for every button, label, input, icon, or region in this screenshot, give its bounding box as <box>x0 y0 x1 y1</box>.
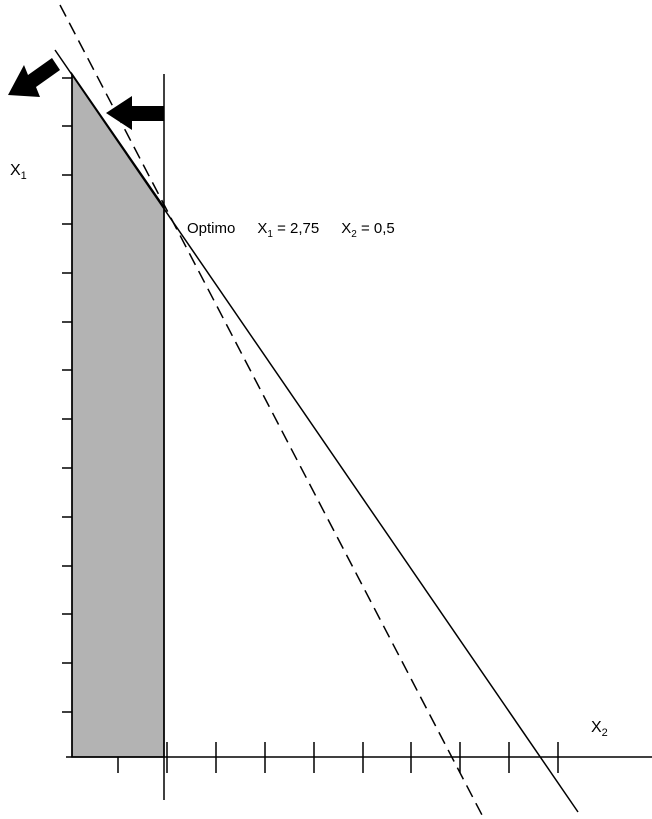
diagonal-arrow <box>8 58 60 97</box>
optimum-label: Optimo X1 = 2,75 X2 = 0,5 <box>187 220 395 240</box>
x-axis-ticks <box>117 742 559 773</box>
feasible-region <box>71 71 165 758</box>
objective-line-dashed <box>59 4 483 816</box>
constraint-line-solid <box>54 49 579 813</box>
x-axis-label: X2 <box>591 719 608 739</box>
y-axis-label: X1 <box>10 162 27 182</box>
y-axis-ticks <box>62 77 72 713</box>
left-arrow <box>106 96 164 130</box>
